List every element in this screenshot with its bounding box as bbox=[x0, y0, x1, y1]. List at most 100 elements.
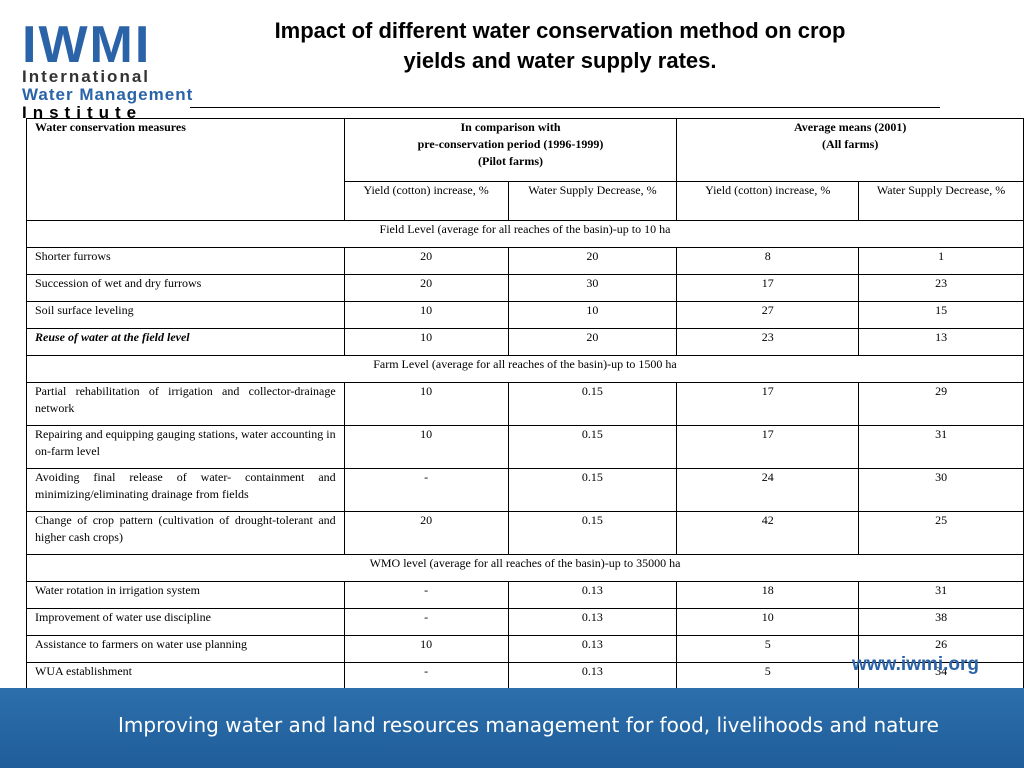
table-row: Repairing and equipping gauging stations… bbox=[26, 425, 1024, 469]
cell-yield-pilot: - bbox=[343, 608, 509, 636]
logo-mark: IWMI bbox=[22, 16, 152, 74]
cell-supply-all: 31 bbox=[858, 425, 1024, 469]
cell-supply-pilot: 30 bbox=[507, 274, 678, 302]
header-measures: Water conservation measures bbox=[26, 118, 345, 221]
cell-supply-pilot: 0.13 bbox=[507, 662, 678, 690]
cell-yield-all: 10 bbox=[676, 608, 860, 636]
title-line-2: yields and water supply rates. bbox=[403, 48, 717, 73]
cell-supply-all: 31 bbox=[858, 581, 1024, 609]
cell-yield-all: 17 bbox=[676, 274, 860, 302]
cell-supply-all: 23 bbox=[858, 274, 1024, 302]
header-average-means: Average means (2001) (All farms) bbox=[676, 118, 1024, 182]
cell-supply-pilot: 20 bbox=[507, 247, 678, 275]
cell-supply-pilot: 0.15 bbox=[507, 425, 678, 469]
header-supply-pilot: Water Supply Decrease, % bbox=[507, 181, 678, 221]
header-supply-all: Water Supply Decrease, % bbox=[858, 181, 1024, 221]
cell-supply-all: 34 bbox=[858, 662, 1024, 690]
header-average-means-l1: Average means (2001) bbox=[793, 120, 907, 134]
table-row: Shorter furrows 20 20 8 1 bbox=[26, 247, 1024, 275]
cell-yield-all: 5 bbox=[676, 635, 860, 663]
section-title: Field Level (average for all reaches of … bbox=[26, 220, 1024, 248]
cell-supply-pilot: 20 bbox=[507, 328, 678, 356]
cell-yield-pilot: 20 bbox=[343, 511, 509, 555]
table-row: Change of crop pattern (cultivation of d… bbox=[26, 511, 1024, 555]
row-measure: Assistance to farmers on water use plann… bbox=[26, 635, 345, 663]
cell-supply-all: 25 bbox=[858, 511, 1024, 555]
cell-yield-pilot: 20 bbox=[343, 247, 509, 275]
cell-yield-all: 24 bbox=[676, 468, 860, 512]
row-measure: Partial rehabilitation of irrigation and… bbox=[26, 382, 345, 426]
row-measure: Soil surface leveling bbox=[26, 301, 345, 329]
footer-tagline: Improving water and land resources manag… bbox=[118, 713, 939, 737]
cell-supply-pilot: 10 bbox=[507, 301, 678, 329]
header-pre-conservation-l1: In comparison with bbox=[460, 120, 561, 134]
table-row: WUA establishment - 0.13 5 34 bbox=[26, 662, 1024, 690]
table-row: Improvement of water use discipline - 0.… bbox=[26, 608, 1024, 636]
cell-supply-all: 30 bbox=[858, 468, 1024, 512]
title-line-1: Impact of different water conservation m… bbox=[274, 18, 846, 43]
table-row: Partial rehabilitation of irrigation and… bbox=[26, 382, 1024, 426]
section-row-wmo: WMO level (average for all reaches of th… bbox=[26, 554, 1024, 582]
cell-yield-pilot: - bbox=[343, 581, 509, 609]
table-row: Assistance to farmers on water use plann… bbox=[26, 635, 1024, 663]
table-row: Succession of wet and dry furrows 20 30 … bbox=[26, 274, 1024, 302]
footer-band bbox=[0, 688, 1024, 768]
header-average-means-l2: (All farms) bbox=[822, 137, 879, 151]
iwmi-logo: IWMI International Water Management Inst… bbox=[22, 16, 194, 122]
header-pre-conservation: In comparison with pre-conservation peri… bbox=[343, 118, 678, 182]
cell-yield-pilot: 10 bbox=[343, 328, 509, 356]
logo-line-water-management: Water Management bbox=[22, 85, 194, 104]
logo-line-international: International bbox=[22, 67, 151, 86]
section-row-farm: Farm Level (average for all reaches of t… bbox=[26, 355, 1024, 383]
cell-yield-all: 18 bbox=[676, 581, 860, 609]
header-pre-conservation-l2: pre-conservation period (1996-1999) bbox=[417, 137, 604, 151]
cell-yield-pilot: 10 bbox=[343, 382, 509, 426]
table-row: Soil surface leveling 10 10 27 15 bbox=[26, 301, 1024, 329]
row-measure: Improvement of water use discipline bbox=[26, 608, 345, 636]
section-title: Farm Level (average for all reaches of t… bbox=[26, 355, 1024, 383]
header-yield-all: Yield (cotton) increase, % bbox=[676, 181, 860, 221]
row-measure: Reuse of water at the field level bbox=[26, 328, 345, 356]
cell-yield-all: 23 bbox=[676, 328, 860, 356]
cell-supply-all: 29 bbox=[858, 382, 1024, 426]
header-row-1: Water conservation measures In compariso… bbox=[26, 118, 1024, 221]
header-row-2: Yield (cotton) increase, % Water Supply … bbox=[27, 181, 1024, 221]
header-yield-pilot: Yield (cotton) increase, % bbox=[343, 181, 509, 221]
row-measure: WUA establishment bbox=[26, 662, 345, 690]
cell-yield-all: 27 bbox=[676, 301, 860, 329]
table-row: Avoiding final release of water- contain… bbox=[26, 468, 1024, 512]
cell-yield-pilot: - bbox=[343, 662, 509, 690]
cell-yield-all: 5 bbox=[676, 662, 860, 690]
cell-supply-all: 1 bbox=[858, 247, 1024, 275]
cell-supply-pilot: 0.13 bbox=[507, 635, 678, 663]
cell-yield-pilot: 20 bbox=[343, 274, 509, 302]
row-measure: Succession of wet and dry furrows bbox=[26, 274, 345, 302]
cell-yield-all: 42 bbox=[676, 511, 860, 555]
cell-yield-all: 17 bbox=[676, 425, 860, 469]
row-measure: Avoiding final release of water- contain… bbox=[26, 468, 345, 512]
section-title: WMO level (average for all reaches of th… bbox=[26, 554, 1024, 582]
section-row-field: Field Level (average for all reaches of … bbox=[26, 220, 1024, 248]
table-row: Reuse of water at the field level 10 20 … bbox=[26, 328, 1024, 356]
header-pre-conservation-l3: (Pilot farms) bbox=[478, 154, 543, 168]
row-measure: Repairing and equipping gauging stations… bbox=[26, 425, 345, 469]
row-measure: Change of crop pattern (cultivation of d… bbox=[26, 511, 345, 555]
cell-supply-all: 38 bbox=[858, 608, 1024, 636]
cell-supply-pilot: 0.15 bbox=[507, 468, 678, 512]
row-measure: Shorter furrows bbox=[26, 247, 345, 275]
cell-supply-all: 15 bbox=[858, 301, 1024, 329]
cell-yield-pilot: 10 bbox=[343, 425, 509, 469]
title-divider bbox=[190, 107, 940, 108]
cell-yield-pilot: 10 bbox=[343, 301, 509, 329]
logo-line-institute: Institute bbox=[22, 103, 143, 122]
website-link[interactable]: www.iwmi.org bbox=[852, 654, 980, 675]
cell-supply-all: 13 bbox=[858, 328, 1024, 356]
cell-supply-pilot: 0.13 bbox=[507, 608, 678, 636]
cell-supply-pilot: 0.15 bbox=[507, 382, 678, 426]
cell-supply-pilot: 0.15 bbox=[507, 511, 678, 555]
table-row: Water rotation in irrigation system - 0.… bbox=[26, 581, 1024, 609]
cell-yield-pilot: 10 bbox=[343, 635, 509, 663]
cell-yield-all: 17 bbox=[676, 382, 860, 426]
conservation-table: Water conservation measures In compariso… bbox=[26, 118, 1024, 690]
row-measure: Water rotation in irrigation system bbox=[26, 581, 345, 609]
